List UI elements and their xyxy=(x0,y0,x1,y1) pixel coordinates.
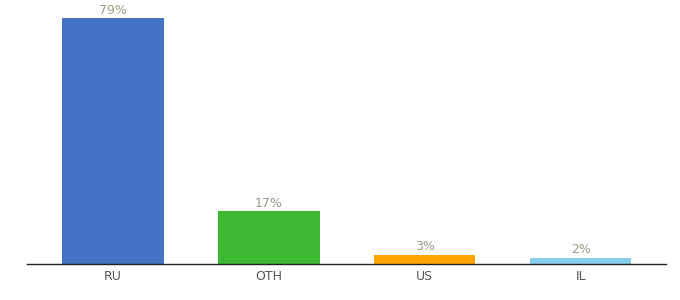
Text: 79%: 79% xyxy=(99,4,127,17)
Text: 17%: 17% xyxy=(255,196,283,210)
Bar xyxy=(530,258,631,264)
Bar xyxy=(374,255,475,264)
Bar xyxy=(218,211,320,264)
Text: 3%: 3% xyxy=(415,240,435,253)
Bar xyxy=(63,18,164,264)
Text: 2%: 2% xyxy=(571,243,591,256)
